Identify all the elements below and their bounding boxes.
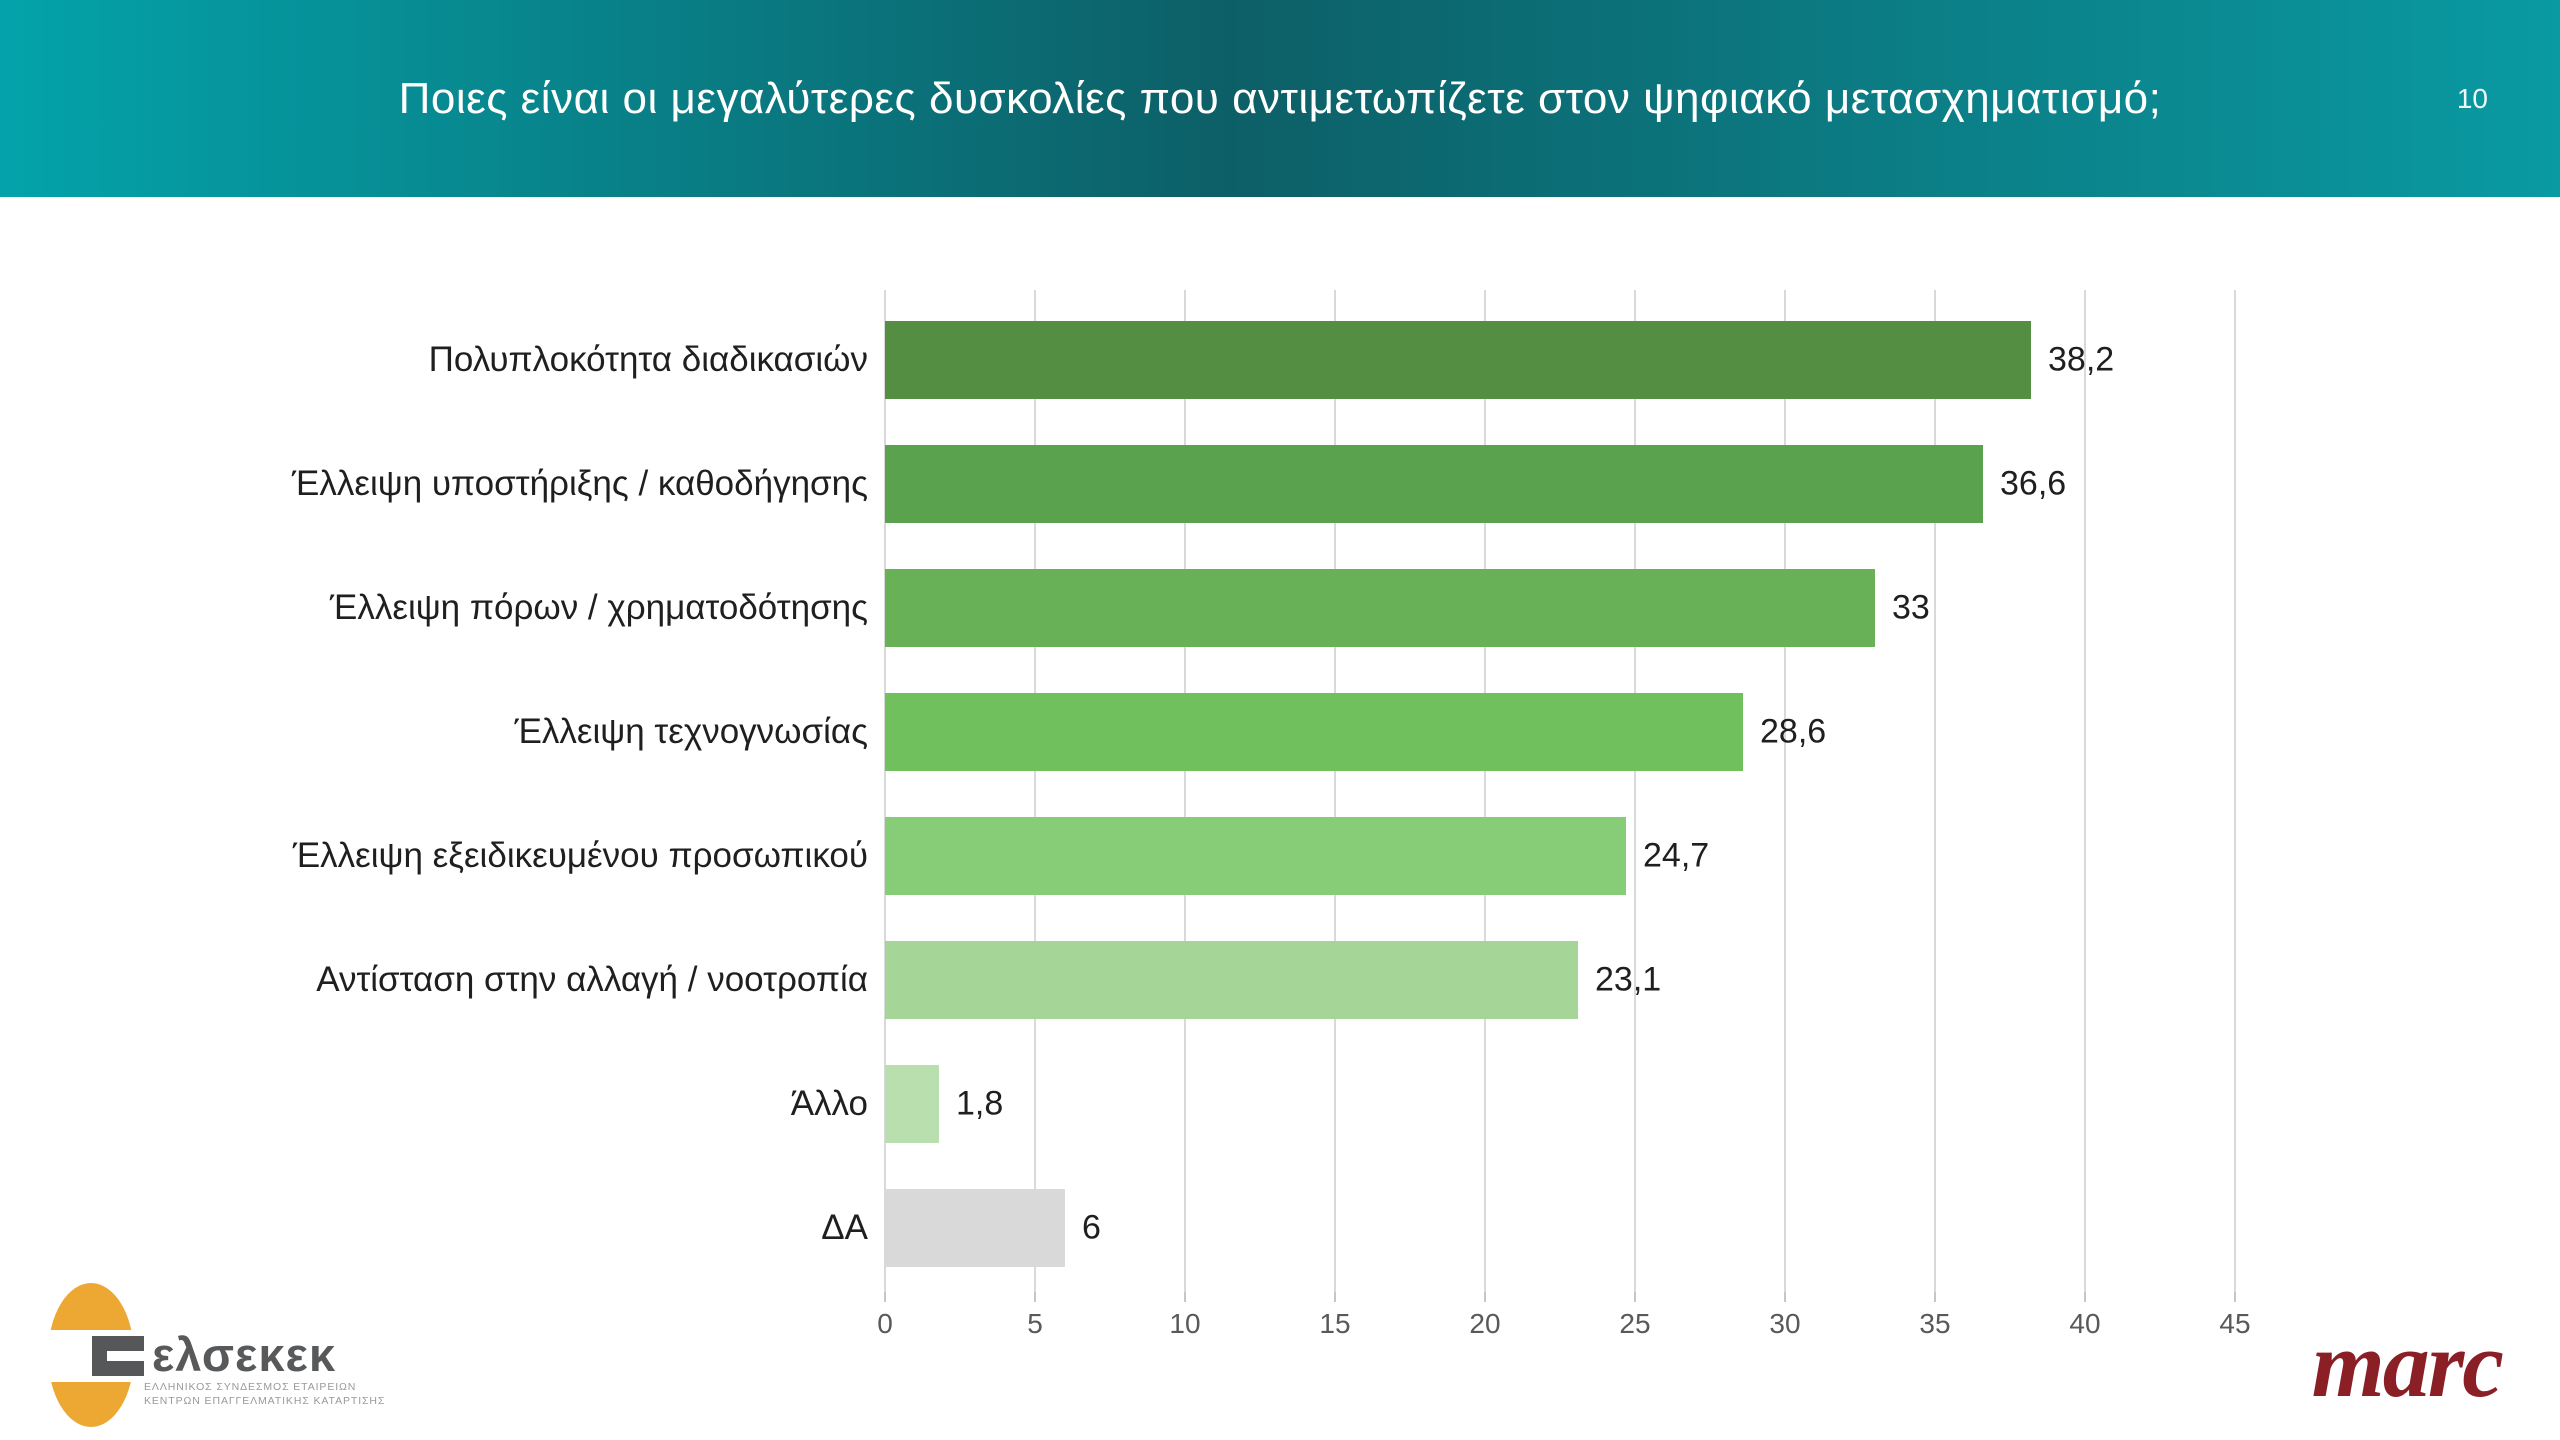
axis-tick-label: 15 [1319, 1308, 1351, 1339]
axis-tick-label: 25 [1619, 1308, 1651, 1339]
axis-tick-label: 10 [1169, 1308, 1201, 1339]
bar [885, 1065, 939, 1143]
value-label: 38,2 [2048, 340, 2115, 379]
category-label: Έλλειψη πόρων / χρηματοδότησης [329, 588, 868, 627]
category-label: Άλλο [790, 1084, 868, 1123]
gridline [1634, 290, 1636, 1292]
slide-header: Ποιες είναι οι μεγαλύτερες δυσκολίες που… [0, 0, 2560, 197]
gridline [1484, 290, 1486, 1292]
gridline [1034, 290, 1036, 1292]
axis-tick [1784, 1292, 1786, 1302]
value-label: 28,6 [1760, 712, 1827, 751]
axis-tick-label: 0 [877, 1308, 893, 1339]
bar [885, 321, 2031, 399]
axis-tick-label: 45 [2219, 1308, 2251, 1339]
bar [885, 693, 1743, 771]
elsekek-caption-line2: ΚΕΝΤΡΩΝ ΕΠΑΓΓΕΛΜΑΤΙΚΗΣ ΚΑΤΑΡΤΙΣΗΣ [144, 1395, 386, 1407]
bar-chart: 0 5 10 15 20 25 30 35 40 45 Πολυπλοκότητα διαδικασ… [0, 197, 2560, 1440]
axis-tick [2084, 1292, 2086, 1302]
slide-title: Ποιες είναι οι μεγαλύτερες δυσκολίες που… [398, 73, 2162, 123]
gridline [1784, 290, 1786, 1292]
axis-tick [1034, 1292, 1036, 1302]
category-label: ΔΑ [821, 1208, 868, 1247]
value-label: 23,1 [1595, 960, 1662, 999]
bar [885, 445, 1983, 523]
value-label: 33 [1892, 588, 1930, 627]
category-label: Έλλειψη εξειδικευμένου προσωπικού [292, 836, 868, 875]
bar [885, 941, 1578, 1019]
gridline [1184, 290, 1186, 1292]
elsekek-wordmark: ελσεκεκ [152, 1328, 337, 1381]
axis-tick [1334, 1292, 1336, 1302]
category-label: Πολυπλοκότητα διαδικασιών [428, 340, 868, 379]
elsekek-caption-line1: ΕΛΛΗΝΙΚΟΣ ΣΥΝΔΕΣΜΟΣ ΕΤΑΙΡΕΙΩΝ [144, 1381, 357, 1393]
value-label: 1,8 [956, 1084, 1004, 1123]
axis-tick [1484, 1292, 1486, 1302]
gridline [1934, 290, 1936, 1292]
axis-tick [1184, 1292, 1186, 1302]
axis-tick [884, 1292, 886, 1302]
axis-tick-label: 40 [2069, 1308, 2101, 1339]
value-label: 24,7 [1643, 836, 1710, 875]
axis-tick-label: 5 [1027, 1308, 1043, 1339]
value-label: 6 [1082, 1208, 1101, 1247]
gridline [2234, 290, 2236, 1292]
marc-logo: marc [2311, 1313, 2504, 1417]
axis-tick-label: 30 [1769, 1308, 1801, 1339]
gridline [1334, 290, 1336, 1292]
page-number: 10 [2456, 82, 2488, 114]
elsekek-logo: ελσεκεκ ΕΛΛΗΝΙΚΟΣ ΣΥΝΔΕΣΜΟΣ ΕΤΑΙΡΕΙΩΝ ΚΕ… [40, 1275, 384, 1435]
axis-tick-label: 20 [1469, 1308, 1501, 1339]
bar [885, 1189, 1065, 1267]
axis-tick-label: 35 [1919, 1308, 1951, 1339]
gridline [884, 290, 886, 1292]
category-label: Έλλειψη τεχνογνωσίας [514, 712, 868, 751]
axis-tick [1634, 1292, 1636, 1302]
bar [885, 569, 1875, 647]
axis-tick [1934, 1292, 1936, 1302]
axis-tick [2234, 1292, 2236, 1302]
category-label: Έλλειψη υποστήριξης / καθοδήγησης [291, 464, 868, 503]
gridline [2084, 290, 2086, 1292]
category-label: Αντίσταση στην αλλαγή / νοοτροπία [316, 960, 868, 999]
value-label: 36,6 [2000, 464, 2067, 503]
bar [885, 817, 1626, 895]
elsekek-xi-icon [92, 1336, 107, 1376]
